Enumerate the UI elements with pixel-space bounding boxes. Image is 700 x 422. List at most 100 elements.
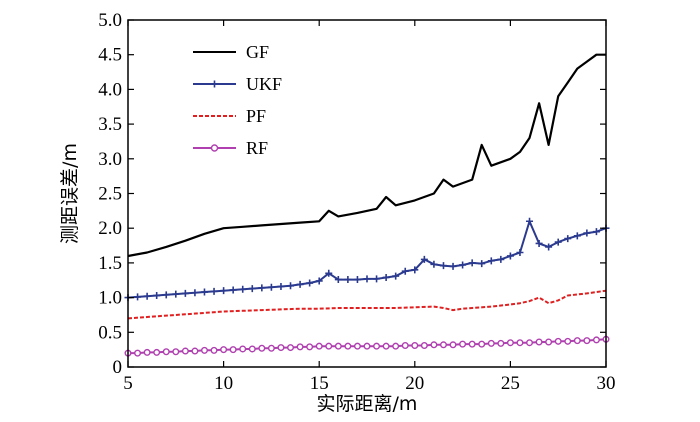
data-point-rf: [583, 337, 591, 345]
data-point-rf: [468, 340, 476, 348]
data-point-ukf: [497, 255, 505, 263]
data-point-rf: [306, 343, 314, 351]
series-gf: [127, 53, 606, 258]
y-tick-label: 1.0: [98, 288, 122, 309]
data-point-ukf: [277, 282, 285, 290]
series-line-ukf: [127, 220, 607, 299]
data-point-ukf: [315, 277, 323, 285]
data-point-rf: [315, 342, 323, 350]
legend-label-pf: PF: [246, 106, 266, 126]
data-point-rf: [363, 342, 371, 350]
data-point-rf: [258, 344, 266, 352]
x-tick-label: 20: [405, 373, 424, 394]
data-point-rf: [430, 341, 438, 349]
data-point-rf: [487, 339, 495, 347]
data-point-ukf: [258, 284, 266, 292]
y-tick-label: 3.5: [98, 114, 122, 135]
data-point-rf: [506, 339, 514, 347]
data-point-rf: [153, 348, 161, 356]
data-point-ukf: [210, 287, 218, 295]
data-point-ukf: [287, 282, 295, 290]
data-point-ukf: [401, 267, 409, 275]
data-point-ukf: [592, 228, 600, 236]
data-point-ukf: [181, 289, 189, 297]
data-point-ukf: [487, 257, 495, 265]
data-point-rf: [535, 338, 543, 346]
data-point-ukf: [239, 285, 247, 293]
data-point-ukf: [134, 293, 142, 301]
data-point-ukf: [143, 292, 151, 300]
legend-item-rf: RF: [193, 138, 268, 158]
data-point-ukf: [439, 262, 447, 270]
legend-item-gf: GF: [193, 42, 269, 62]
y-tick-label: 2.5: [98, 184, 122, 205]
data-point-rf: [162, 348, 170, 356]
y-tick-label: 4.5: [98, 45, 122, 66]
data-point-rf: [143, 348, 151, 356]
data-point-rf: [181, 347, 189, 355]
data-point-ukf: [353, 276, 361, 284]
series-line-gf: [127, 53, 606, 258]
data-point-rf: [210, 346, 218, 354]
data-point-ukf: [564, 235, 572, 243]
axes-layer: 5 10 15 20 25 30 0 0.5 1.0 1.5 2.0 2.5 3.0 3.5 4.0 4.5 5…: [98, 10, 615, 394]
legend-item-ukf: UKF: [193, 74, 282, 94]
data-point-ukf: [248, 285, 256, 293]
data-point-rf: [439, 341, 447, 349]
data-point-rf: [382, 342, 390, 350]
data-point-ukf: [267, 283, 275, 291]
data-point-rf: [287, 344, 295, 352]
y-tick-label: 1.5: [98, 253, 122, 274]
data-point-ukf: [430, 260, 438, 268]
data-point-rf: [239, 345, 247, 353]
x-tick-label: 25: [501, 373, 520, 394]
data-point-ukf: [420, 255, 428, 263]
data-point-rf: [353, 342, 361, 350]
data-point-rf: [554, 337, 562, 345]
data-point-ukf: [334, 276, 342, 284]
data-point-rf: [573, 337, 581, 345]
data-point-rf: [401, 341, 409, 349]
data-point-ukf: [392, 272, 400, 280]
data-point-ukf: [545, 243, 553, 251]
y-axis-title: 测距误差/m: [59, 143, 81, 244]
data-point-ukf: [554, 238, 562, 246]
y-tick-label: 3.0: [98, 149, 122, 170]
data-point-ukf: [229, 286, 237, 294]
data-point-rf: [373, 342, 381, 350]
data-point-rf: [478, 340, 486, 348]
data-point-ukf: [172, 290, 180, 298]
legend-label-rf: RF: [246, 138, 268, 158]
data-point-rf: [248, 345, 256, 353]
data-point-rf: [592, 336, 600, 344]
data-point-ukf: [220, 287, 228, 295]
data-point-rf: [564, 337, 572, 345]
series-rf: [124, 335, 610, 357]
data-point-rf: [296, 343, 304, 351]
plot-frame: [127, 19, 607, 368]
data-point-rf: [516, 339, 524, 347]
series-line-pf: [127, 289, 607, 320]
data-point-ukf: [363, 275, 371, 283]
data-point-rf: [497, 339, 505, 347]
data-point-rf: [344, 342, 352, 350]
data-point-ukf: [535, 239, 543, 247]
data-point-ukf: [153, 292, 161, 300]
data-point-ukf: [411, 266, 419, 274]
data-point-ukf: [296, 280, 304, 288]
data-point-rf: [334, 342, 342, 350]
legend: GF UKF PF RF: [193, 42, 282, 158]
data-point-ukf: [191, 289, 199, 297]
data-point-ukf: [583, 229, 591, 237]
data-point-rf: [267, 344, 275, 352]
legend-label-ukf: UKF: [246, 74, 282, 94]
data-point-ukf: [573, 232, 581, 240]
data-point-rf: [220, 346, 228, 354]
legend-marker-rf: [210, 144, 219, 152]
series-ukf: [124, 217, 610, 302]
data-point-rf: [545, 338, 553, 346]
x-tick-label: 10: [214, 373, 233, 394]
data-point-rf: [420, 341, 428, 349]
x-tick-label: 5: [123, 373, 133, 394]
x-tick-label: 30: [597, 373, 616, 394]
